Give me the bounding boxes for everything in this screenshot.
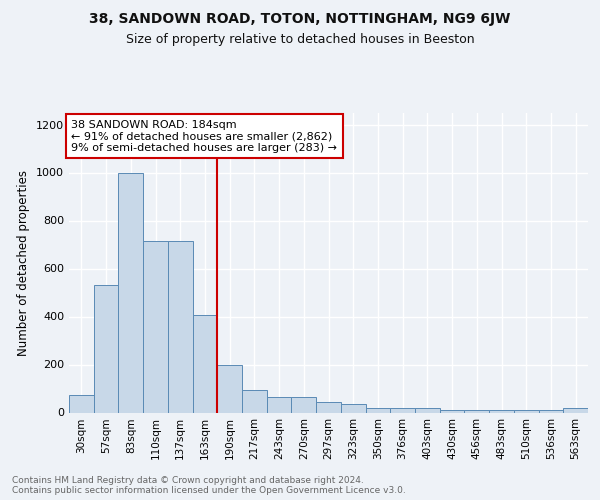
- Bar: [539, 410, 563, 412]
- Bar: [217, 364, 242, 412]
- Bar: [242, 390, 267, 412]
- Bar: [292, 397, 316, 412]
- Text: Contains HM Land Registry data © Crown copyright and database right 2024.
Contai: Contains HM Land Registry data © Crown c…: [12, 476, 406, 495]
- Bar: [341, 404, 365, 412]
- Bar: [193, 316, 217, 412]
- Bar: [489, 410, 514, 412]
- Y-axis label: Number of detached properties: Number of detached properties: [17, 170, 31, 356]
- Text: Size of property relative to detached houses in Beeston: Size of property relative to detached ho…: [125, 32, 475, 46]
- Bar: [563, 408, 588, 412]
- Bar: [316, 402, 341, 412]
- Bar: [415, 408, 440, 412]
- Bar: [94, 286, 118, 412]
- Bar: [514, 410, 539, 412]
- Bar: [390, 408, 415, 412]
- Text: 38 SANDOWN ROAD: 184sqm
← 91% of detached houses are smaller (2,862)
9% of semi-: 38 SANDOWN ROAD: 184sqm ← 91% of detache…: [71, 120, 337, 153]
- Bar: [168, 241, 193, 412]
- Text: 38, SANDOWN ROAD, TOTON, NOTTINGHAM, NG9 6JW: 38, SANDOWN ROAD, TOTON, NOTTINGHAM, NG9…: [89, 12, 511, 26]
- Bar: [69, 394, 94, 412]
- Bar: [267, 397, 292, 412]
- Bar: [118, 172, 143, 412]
- Bar: [143, 241, 168, 412]
- Bar: [464, 410, 489, 412]
- Bar: [365, 408, 390, 412]
- Bar: [440, 410, 464, 412]
